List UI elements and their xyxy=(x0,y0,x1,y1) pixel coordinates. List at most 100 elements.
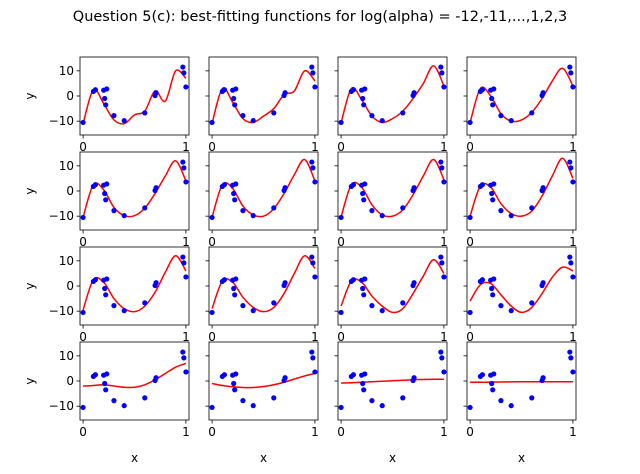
data-point xyxy=(379,403,385,409)
y-tick-label: 10 xyxy=(59,64,74,78)
data-point xyxy=(233,181,239,187)
x-tick-label: 0 xyxy=(79,235,87,249)
y-tick-label: −10 xyxy=(49,304,74,318)
axes-frame xyxy=(466,151,577,231)
data-point xyxy=(529,205,535,211)
data-point xyxy=(350,372,357,378)
subplot-14: 0 1 x xyxy=(205,341,319,465)
fit-curve xyxy=(469,266,574,314)
data-point xyxy=(338,119,344,126)
data-point xyxy=(369,113,375,119)
x-tick-label: 0 xyxy=(79,425,87,439)
data-point xyxy=(103,102,109,108)
y-tick-label: 10 xyxy=(59,254,74,268)
x-axis-label: x xyxy=(518,451,525,465)
data-point xyxy=(540,90,546,96)
data-point xyxy=(508,308,514,314)
data-point xyxy=(310,70,316,76)
data-point xyxy=(240,113,246,119)
data-point xyxy=(441,179,447,185)
y-axis-label: y xyxy=(23,282,37,289)
data-point xyxy=(467,119,473,126)
data-point xyxy=(362,371,368,377)
data-point xyxy=(209,309,215,316)
fit-curve xyxy=(341,378,444,384)
data-point xyxy=(361,387,367,393)
data-point xyxy=(111,303,117,309)
data-point xyxy=(142,110,148,116)
data-point xyxy=(400,300,406,306)
data-point xyxy=(489,190,495,197)
x-tick-label: 1 xyxy=(569,235,577,249)
data-point xyxy=(309,349,315,355)
data-point xyxy=(221,182,228,188)
data-point xyxy=(250,118,256,124)
data-point xyxy=(362,86,368,92)
axes-frame xyxy=(208,151,319,231)
data-point xyxy=(92,182,99,188)
data-point xyxy=(489,380,495,387)
data-point xyxy=(282,90,288,96)
x-tick-label: 0 xyxy=(79,330,87,344)
data-point xyxy=(362,276,368,282)
data-point xyxy=(438,349,444,355)
data-point xyxy=(411,185,417,191)
data-point xyxy=(310,260,316,266)
x-tick-label: 0 xyxy=(466,330,474,344)
x-tick-label: 0 xyxy=(208,140,216,154)
fit-curve xyxy=(82,69,187,125)
data-point xyxy=(271,395,277,401)
data-point xyxy=(282,185,288,191)
data-point xyxy=(180,349,186,355)
y-axis-label: y xyxy=(23,187,37,194)
data-point xyxy=(369,398,375,404)
axes-frame xyxy=(79,56,190,136)
data-point xyxy=(183,274,189,280)
data-point xyxy=(153,280,159,286)
data-point xyxy=(92,277,99,283)
x-tick-label: 0 xyxy=(208,425,216,439)
data-point xyxy=(282,280,288,286)
fit-curve xyxy=(340,65,445,124)
y-axis-label: y xyxy=(23,377,37,384)
fit-curve xyxy=(340,158,445,218)
data-point xyxy=(350,182,357,188)
x-tick-label: 1 xyxy=(440,235,448,249)
x-tick-label: 1 xyxy=(311,235,319,249)
data-point xyxy=(489,285,495,292)
data-point xyxy=(441,369,447,375)
data-point xyxy=(508,213,514,219)
data-point xyxy=(400,205,406,211)
data-point xyxy=(240,398,246,404)
data-point xyxy=(310,355,316,361)
x-tick-label: 0 xyxy=(466,235,474,249)
data-point xyxy=(180,254,186,260)
data-point xyxy=(369,303,375,309)
data-point xyxy=(232,387,238,393)
data-point xyxy=(221,372,228,378)
x-tick-label: 1 xyxy=(311,330,319,344)
data-point xyxy=(567,64,573,70)
data-point xyxy=(411,280,417,286)
data-point xyxy=(233,86,239,92)
data-point xyxy=(439,260,445,266)
subplot-1: −10 0 10 0 1 y xyxy=(23,56,190,154)
data-point xyxy=(282,375,288,381)
data-point xyxy=(361,292,367,298)
figure-title: Question 5(c): best-fitting functions fo… xyxy=(73,9,567,25)
data-point xyxy=(80,214,86,221)
data-point xyxy=(568,165,574,171)
y-tick-label: 0 xyxy=(66,184,74,198)
data-point xyxy=(240,208,246,214)
data-point xyxy=(338,214,344,221)
data-point xyxy=(439,355,445,361)
data-point xyxy=(233,276,239,282)
data-point xyxy=(102,380,108,387)
data-point xyxy=(439,70,445,76)
data-point xyxy=(209,214,215,221)
fit-curve xyxy=(340,258,445,314)
